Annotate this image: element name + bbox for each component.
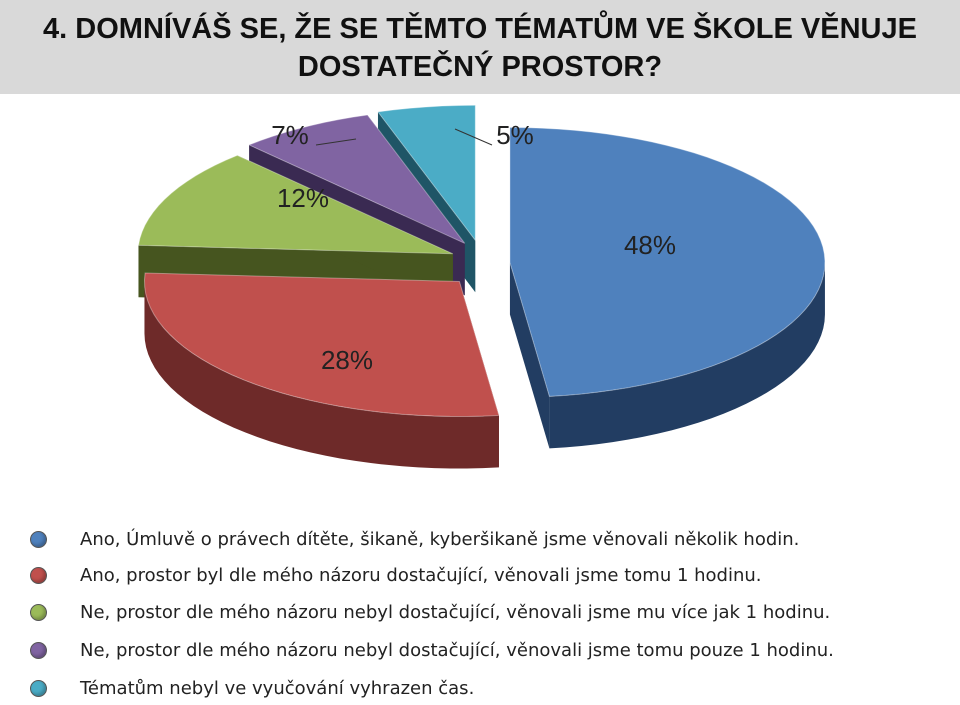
data-label: 7% (271, 120, 309, 150)
legend-label: Tématům nebyl ve vyučování vyhrazen čas. (80, 677, 475, 699)
legend-item: Ano, Úmluvě o právech dítěte, šikaně, ky… (30, 524, 799, 554)
legend-marker (30, 679, 47, 697)
leader-line (454, 128, 493, 146)
data-label: 28% (321, 345, 373, 375)
legend-label: Ne, prostor dle mého názoru nebyl dostač… (80, 639, 834, 661)
legend-item: Ne, prostor dle mého názoru nebyl dostač… (30, 597, 830, 627)
legend: Ano, Úmluvě o právech dítěte, šikaně, ky… (0, 518, 960, 705)
leader-line (315, 138, 357, 146)
data-label: 12% (277, 183, 329, 213)
chart-title: 4. DOMNÍVÁŠ SE, ŽE SE TĚMTO TÉMATŮM VE Š… (43, 13, 917, 83)
legend-item: Tématům nebyl ve vyučování vyhrazen čas. (30, 673, 474, 703)
legend-marker (30, 566, 47, 584)
data-label: 5% (496, 120, 534, 150)
legend-marker (30, 530, 47, 548)
legend-label: Ano, prostor byl dle mého názoru dostaču… (80, 564, 762, 586)
legend-item: Ne, prostor dle mého názoru nebyl dostač… (30, 635, 834, 665)
pie-slice (143, 272, 500, 469)
pie-chart: 48% 28% 12% 7% 5% (137, 104, 826, 469)
legend-marker (30, 603, 47, 621)
data-label: 48% (624, 230, 676, 260)
title-bar: 4. DOMNÍVÁŠ SE, ŽE SE TĚMTO TÉMATŮM VE Š… (0, 0, 960, 94)
legend-label: Ne, prostor dle mého názoru nebyl dostač… (80, 601, 831, 623)
legend-item: Ano, prostor byl dle mého názoru dostaču… (30, 560, 762, 590)
legend-label: Ano, Úmluvě o právech dítěte, šikaně, ky… (80, 528, 800, 550)
pie-slice (509, 126, 826, 449)
legend-marker (30, 641, 47, 659)
